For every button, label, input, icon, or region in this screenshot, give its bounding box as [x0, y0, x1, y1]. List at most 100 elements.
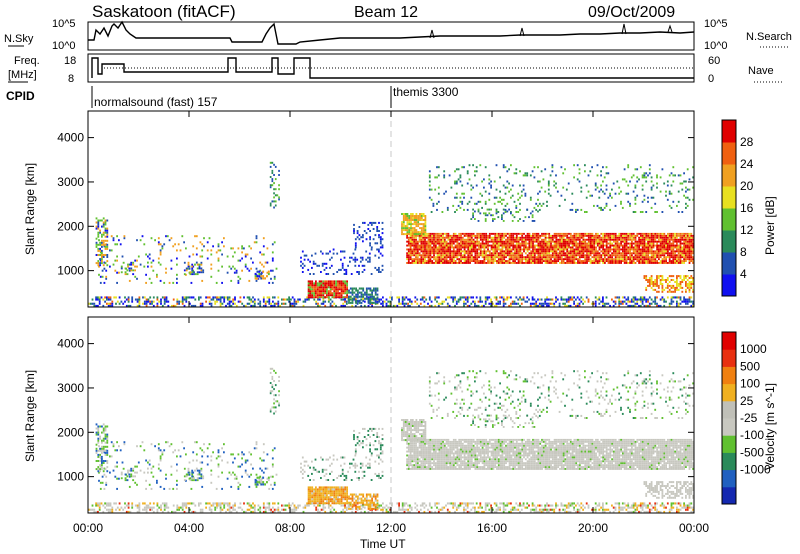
range-time-cell: [176, 263, 178, 266]
range-time-cell: [587, 252, 590, 255]
range-time-cell: [102, 217, 105, 220]
range-time-cell: [131, 506, 134, 509]
range-time-cell: [632, 296, 635, 299]
range-time-cell: [638, 178, 640, 181]
range-time-cell: [422, 229, 425, 232]
range-time-cell: [514, 240, 516, 243]
range-time-cell: [192, 253, 195, 256]
range-time-cell: [560, 242, 563, 245]
range-time-cell: [470, 252, 473, 255]
range-time-cell: [451, 234, 453, 237]
range-time-cell: [506, 180, 509, 183]
range-time-cell: [454, 296, 456, 299]
range-time-cell: [132, 263, 135, 266]
range-time-cell: [591, 248, 594, 251]
range-time-cell: [422, 223, 425, 226]
range-time-cell: [410, 221, 412, 224]
range-time-cell: [676, 279, 678, 281]
range-time-cell: [221, 296, 224, 299]
range-time-cell: [440, 242, 443, 245]
range-time-cell: [659, 176, 662, 179]
range-time-cell: [422, 252, 425, 255]
range-time-cell: [622, 254, 624, 257]
range-time-cell: [284, 298, 287, 301]
range-time-cell: [510, 234, 513, 237]
range-time-cell: [688, 258, 691, 261]
range-time-cell: [640, 248, 642, 251]
range-time-cell: [474, 300, 476, 303]
range-time-cell: [582, 302, 584, 305]
range-time-cell: [505, 240, 507, 243]
range-time-cell: [657, 290, 660, 293]
range-time-cell: [661, 283, 664, 285]
range-time-cell: [410, 215, 412, 217]
range-time-cell: [492, 248, 495, 251]
range-time-cell: [668, 262, 671, 264]
range-time-cell: [474, 210, 476, 213]
range-time-cell: [478, 262, 480, 264]
range-time-cell: [360, 291, 363, 294]
range-time-cell: [139, 263, 142, 266]
range-time-cell: [124, 273, 127, 276]
range-time-cell: [643, 174, 646, 177]
range-time-cell: [538, 298, 541, 301]
range-time-cell: [587, 300, 590, 303]
range-time-cell: [405, 302, 408, 305]
range-time-cell: [316, 290, 319, 293]
range-time-cell: [216, 298, 218, 301]
range-time-cell: [358, 226, 361, 228]
range-time-cell: [681, 242, 684, 245]
range-time-cell: [638, 256, 640, 259]
range-time-cell: [357, 295, 359, 298]
range-time-cell: [333, 288, 336, 291]
range-time-cell: [411, 236, 414, 239]
range-time-cell: [650, 279, 653, 281]
range-time-cell: [466, 300, 469, 303]
range-time-cell: [496, 232, 498, 235]
range-time-cell: [195, 273, 197, 276]
range-time-cell: [582, 238, 585, 241]
range-time-cell: [645, 246, 648, 249]
range-time-cell: [683, 258, 685, 261]
range-time-cell: [134, 259, 137, 262]
range-time-cell: [303, 258, 306, 261]
range-time-cell: [643, 277, 646, 279]
range-time-cell: [409, 242, 412, 245]
range-time-cell: [612, 300, 615, 303]
range-time-cell: [407, 248, 410, 251]
range-time-cell: [443, 236, 446, 239]
range-time-cell: [551, 248, 554, 251]
range-time-cell: [692, 166, 694, 169]
range-time-cell: [679, 242, 682, 245]
range-time-cell: [326, 296, 328, 299]
range-time-cell: [679, 256, 682, 259]
range-time-cell: [512, 252, 515, 255]
range-time-cell: [676, 254, 678, 257]
range-time-cell: [106, 298, 108, 301]
range-time-cell: [593, 246, 596, 249]
range-time-cell: [391, 298, 393, 301]
range-time-cell: [504, 192, 507, 195]
range-time-cell: [681, 290, 684, 293]
range-time-cell: [585, 196, 588, 199]
range-time-cell: [340, 284, 343, 287]
range-time-cell: [573, 302, 575, 305]
range-time-cell: [451, 246, 453, 249]
range-time-cell: [252, 261, 254, 264]
range-time-cell: [306, 296, 308, 299]
range-time-cell: [443, 242, 446, 245]
range-time-cell: [424, 240, 426, 243]
range-time-cell: [422, 244, 425, 247]
range-time-cell: [425, 244, 428, 247]
range-time-cell: [667, 246, 669, 249]
range-time-cell: [647, 256, 649, 259]
range-time-cell: [600, 260, 603, 262]
range-time-cell: [219, 296, 222, 299]
range-time-cell: [661, 232, 664, 235]
range-time-cell: [165, 506, 168, 509]
range-time-cell: [408, 215, 411, 217]
range-time-cell: [404, 219, 407, 221]
range-time-cell: [456, 246, 459, 249]
range-time-cell: [163, 302, 166, 305]
range-time-cell: [465, 240, 468, 243]
